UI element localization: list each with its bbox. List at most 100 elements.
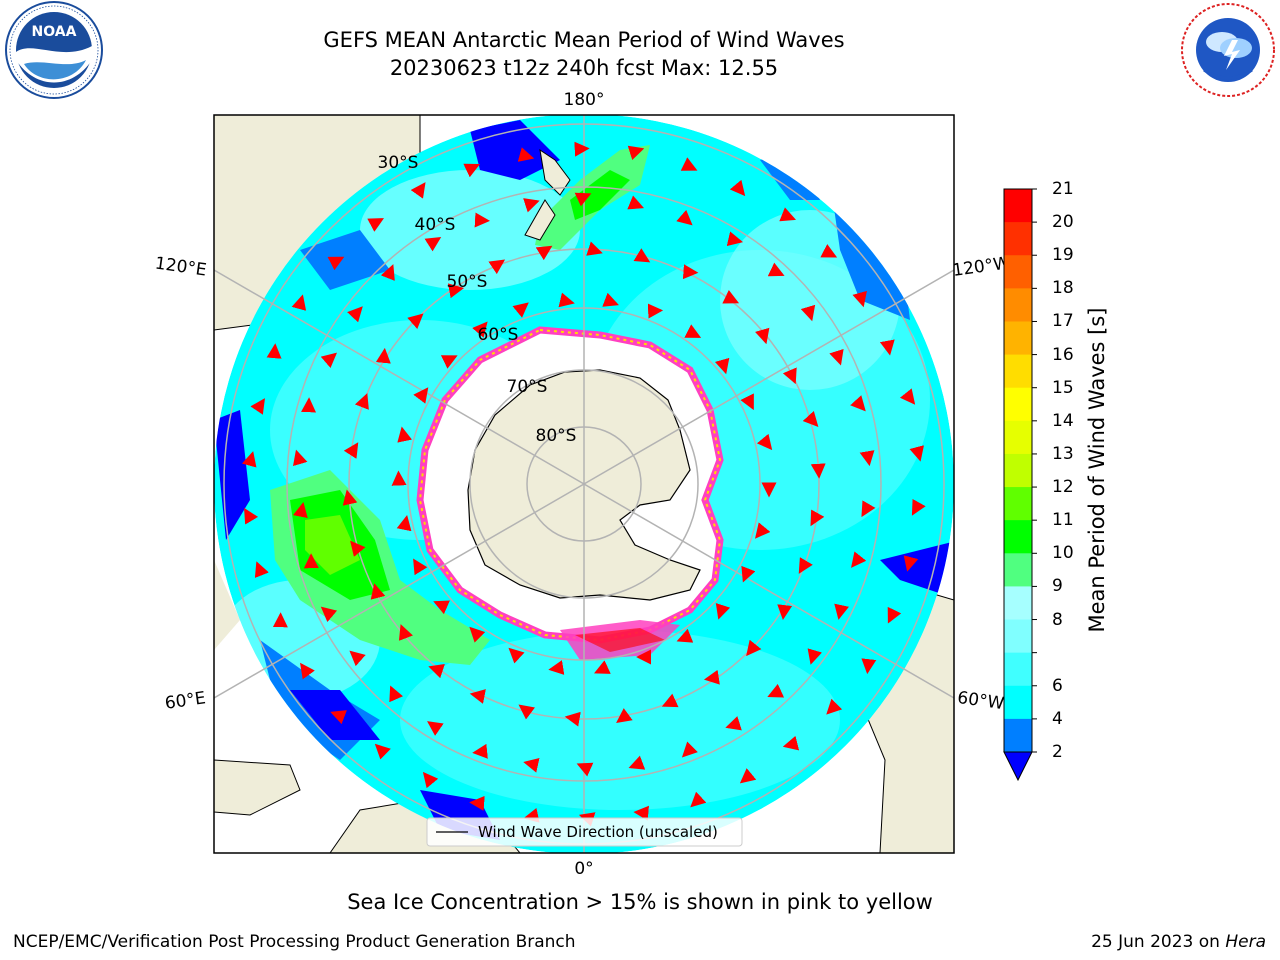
wind-wave-arrow bbox=[523, 198, 540, 213]
colorbar-band bbox=[1004, 321, 1032, 356]
wind-wave-arrow bbox=[616, 708, 633, 723]
wind-wave-arrow bbox=[517, 147, 535, 162]
wind-wave-arrow bbox=[343, 442, 359, 459]
producer-credit: NCEP/EMC/Verification Post Processing Pr… bbox=[13, 932, 576, 952]
wind-wave-arrow bbox=[472, 321, 488, 338]
wind-wave-arrow bbox=[413, 558, 428, 576]
wind-wave-arrow bbox=[469, 795, 485, 811]
wind-wave-arrow bbox=[576, 762, 594, 777]
wind-wave-arrow bbox=[690, 791, 707, 808]
wind-wave-arrow bbox=[703, 669, 720, 685]
wind-wave-arrow bbox=[861, 500, 876, 518]
wind-wave-arrow bbox=[250, 398, 265, 415]
colorbar-band bbox=[1004, 222, 1032, 256]
wind-wave-arrow bbox=[380, 264, 395, 281]
wind-wave-arrow bbox=[389, 685, 404, 703]
wind-wave-arrow bbox=[422, 771, 439, 789]
wind-wave-arrow bbox=[777, 604, 793, 620]
land-west bbox=[214, 560, 240, 650]
colorbar-tick-label: 10 bbox=[1052, 543, 1074, 564]
sea-ice-note: Sea Ice Concentration > 15% is shown in … bbox=[347, 890, 933, 914]
wind-wave-arrow bbox=[375, 347, 391, 364]
wind-wave-arrow bbox=[807, 648, 823, 665]
wind-wave-arrow bbox=[374, 743, 391, 760]
wind-wave-arrow bbox=[424, 237, 442, 252]
wind-wave-arrow bbox=[293, 501, 308, 519]
wind-wave-arrow bbox=[320, 606, 338, 623]
colorbar-label: Mean Period of Wind Waves [s] bbox=[1085, 307, 1109, 633]
lon-label-0: 0° bbox=[574, 859, 593, 879]
wind-wave-arrow bbox=[327, 256, 345, 271]
wind-wave-arrow bbox=[558, 292, 575, 308]
wind-wave-arrow bbox=[680, 157, 698, 171]
wind-wave-arrow bbox=[800, 304, 816, 322]
wind-wave-arrow bbox=[463, 163, 481, 178]
wind-wave-arrow bbox=[433, 600, 450, 615]
colorbar-band bbox=[1004, 487, 1032, 521]
colorbar-band bbox=[1004, 586, 1032, 621]
lat-label-70s: 70°S bbox=[507, 377, 548, 397]
wind-wave-arrow bbox=[754, 327, 770, 345]
map-legend: Wind Wave Direction (unscaled) bbox=[426, 817, 743, 847]
wind-wave-arrow bbox=[407, 313, 424, 330]
wind-wave-arrow bbox=[859, 450, 875, 467]
wind-wave-arrow bbox=[428, 663, 445, 679]
colorbar-band bbox=[1004, 520, 1032, 554]
wind-wave-arrow bbox=[627, 145, 645, 161]
run-date: 25 Jun 2023 on Hera bbox=[1091, 932, 1266, 952]
wind-wave-arrow bbox=[518, 704, 536, 720]
wind-wave-arrow bbox=[887, 606, 902, 624]
wind-wave-arrow bbox=[474, 212, 490, 228]
colorbar-tick-label: 9 bbox=[1052, 576, 1063, 597]
wind-wave-arrow bbox=[469, 689, 486, 704]
wind-wave-arrow bbox=[909, 445, 924, 462]
colorbar-tick-label: 14 bbox=[1052, 410, 1074, 431]
colorbar-tick-label: 2 bbox=[1052, 742, 1063, 762]
wind-wave-arrow bbox=[574, 192, 592, 207]
land-madagascar bbox=[214, 759, 301, 816]
wind-wave-arrow bbox=[826, 698, 843, 715]
colorbar-tick-label: 19 bbox=[1052, 245, 1074, 266]
colorbar-band bbox=[1004, 288, 1032, 322]
colorbar-band bbox=[1004, 189, 1032, 223]
colorbar-tick-label: 18 bbox=[1052, 278, 1074, 299]
wind-wave-arrow bbox=[681, 741, 698, 758]
wind-wave-arrow bbox=[586, 241, 603, 256]
wind-wave-arrow bbox=[508, 647, 525, 664]
wind-wave-arrow bbox=[810, 509, 825, 527]
wind-wave-arrow bbox=[564, 711, 581, 727]
wind-wave-arrow bbox=[767, 262, 785, 277]
wind-wave-arrow bbox=[523, 757, 540, 773]
wind-wave-arrow bbox=[767, 683, 785, 698]
run-date-text: 25 Jun 2023 on bbox=[1091, 932, 1220, 952]
wind-wave-arrow bbox=[349, 650, 366, 667]
wind-wave-arrow bbox=[410, 182, 426, 199]
wind-wave-arrow bbox=[682, 264, 699, 280]
colorbar-tick-label: 21 bbox=[1052, 179, 1074, 199]
wind-wave-arrow bbox=[676, 209, 693, 226]
wind-wave-arrow bbox=[746, 639, 762, 657]
chart-title: GEFS MEAN Antarctic Mean Period of Wind … bbox=[323, 28, 845, 52]
lat-label-30s: 30°S bbox=[378, 153, 419, 173]
wind-wave-arrow bbox=[851, 551, 867, 568]
wind-wave-arrow bbox=[725, 716, 742, 731]
colorbar-tick-label: 16 bbox=[1052, 344, 1074, 365]
wind-wave-arrow bbox=[741, 565, 756, 583]
colorbar-band bbox=[1004, 553, 1032, 587]
wind-wave-arrow bbox=[676, 628, 694, 643]
nws-logo bbox=[1181, 3, 1275, 97]
colorbar-tick-label: 15 bbox=[1052, 377, 1074, 398]
wind-wave-arrow bbox=[911, 498, 926, 516]
wind-wave-arrow bbox=[852, 290, 867, 308]
colorbar-tick-label: 20 bbox=[1052, 212, 1074, 233]
wind-wave-arrow bbox=[535, 245, 553, 261]
wind-wave-arrow bbox=[903, 555, 919, 572]
colorbar-band bbox=[1004, 354, 1032, 389]
colorbar-band bbox=[1004, 619, 1032, 654]
colorbar-tick-label: 11 bbox=[1052, 510, 1074, 531]
wind-wave-arrow bbox=[469, 626, 486, 643]
wind-wave-arrow bbox=[413, 387, 429, 404]
wind-wave-arrow bbox=[548, 660, 565, 675]
wind-wave-arrow bbox=[627, 195, 645, 210]
wind-wave-arrow bbox=[370, 583, 386, 600]
